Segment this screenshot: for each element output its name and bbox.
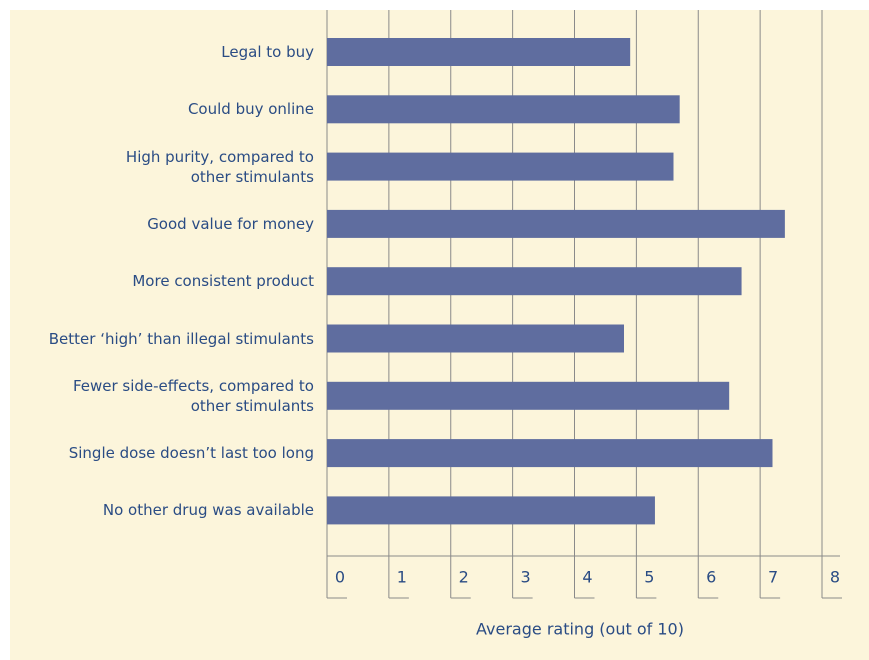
bar <box>327 267 742 296</box>
category-label: Could buy online <box>187 100 314 119</box>
bar <box>327 209 785 238</box>
x-tick-label: 4 <box>582 568 592 587</box>
x-tick-label: 6 <box>706 568 716 587</box>
bar <box>327 324 624 353</box>
x-tick-label: 0 <box>335 568 345 587</box>
bar <box>327 38 631 66</box>
bar <box>327 496 655 525</box>
x-axis-title: Average rating (out of 10) <box>476 620 684 639</box>
category-label: Legal to buy <box>221 43 314 61</box>
bar <box>327 381 730 410</box>
category-label: Good value for money <box>147 214 314 233</box>
category-label: High purity, compared to other stimulant… <box>125 147 314 186</box>
category-label: More consistent product <box>132 272 314 291</box>
bar <box>327 439 773 468</box>
x-tick-label: 3 <box>521 568 531 587</box>
bar <box>327 95 680 124</box>
x-tick-label: 7 <box>768 568 778 587</box>
category-label: Better ‘high’ than illegal stimulants <box>48 329 314 348</box>
x-tick-label: 5 <box>644 568 654 587</box>
category-label: Fewer side-effects, compared to other st… <box>72 376 314 415</box>
category-label: Single dose doesn’t last too long <box>68 444 314 463</box>
category-label: No other drug was available <box>102 501 314 520</box>
bar <box>327 152 674 181</box>
x-tick-label: 1 <box>397 568 407 587</box>
x-tick-label: 8 <box>830 568 840 587</box>
x-tick-label: 2 <box>459 568 469 587</box>
